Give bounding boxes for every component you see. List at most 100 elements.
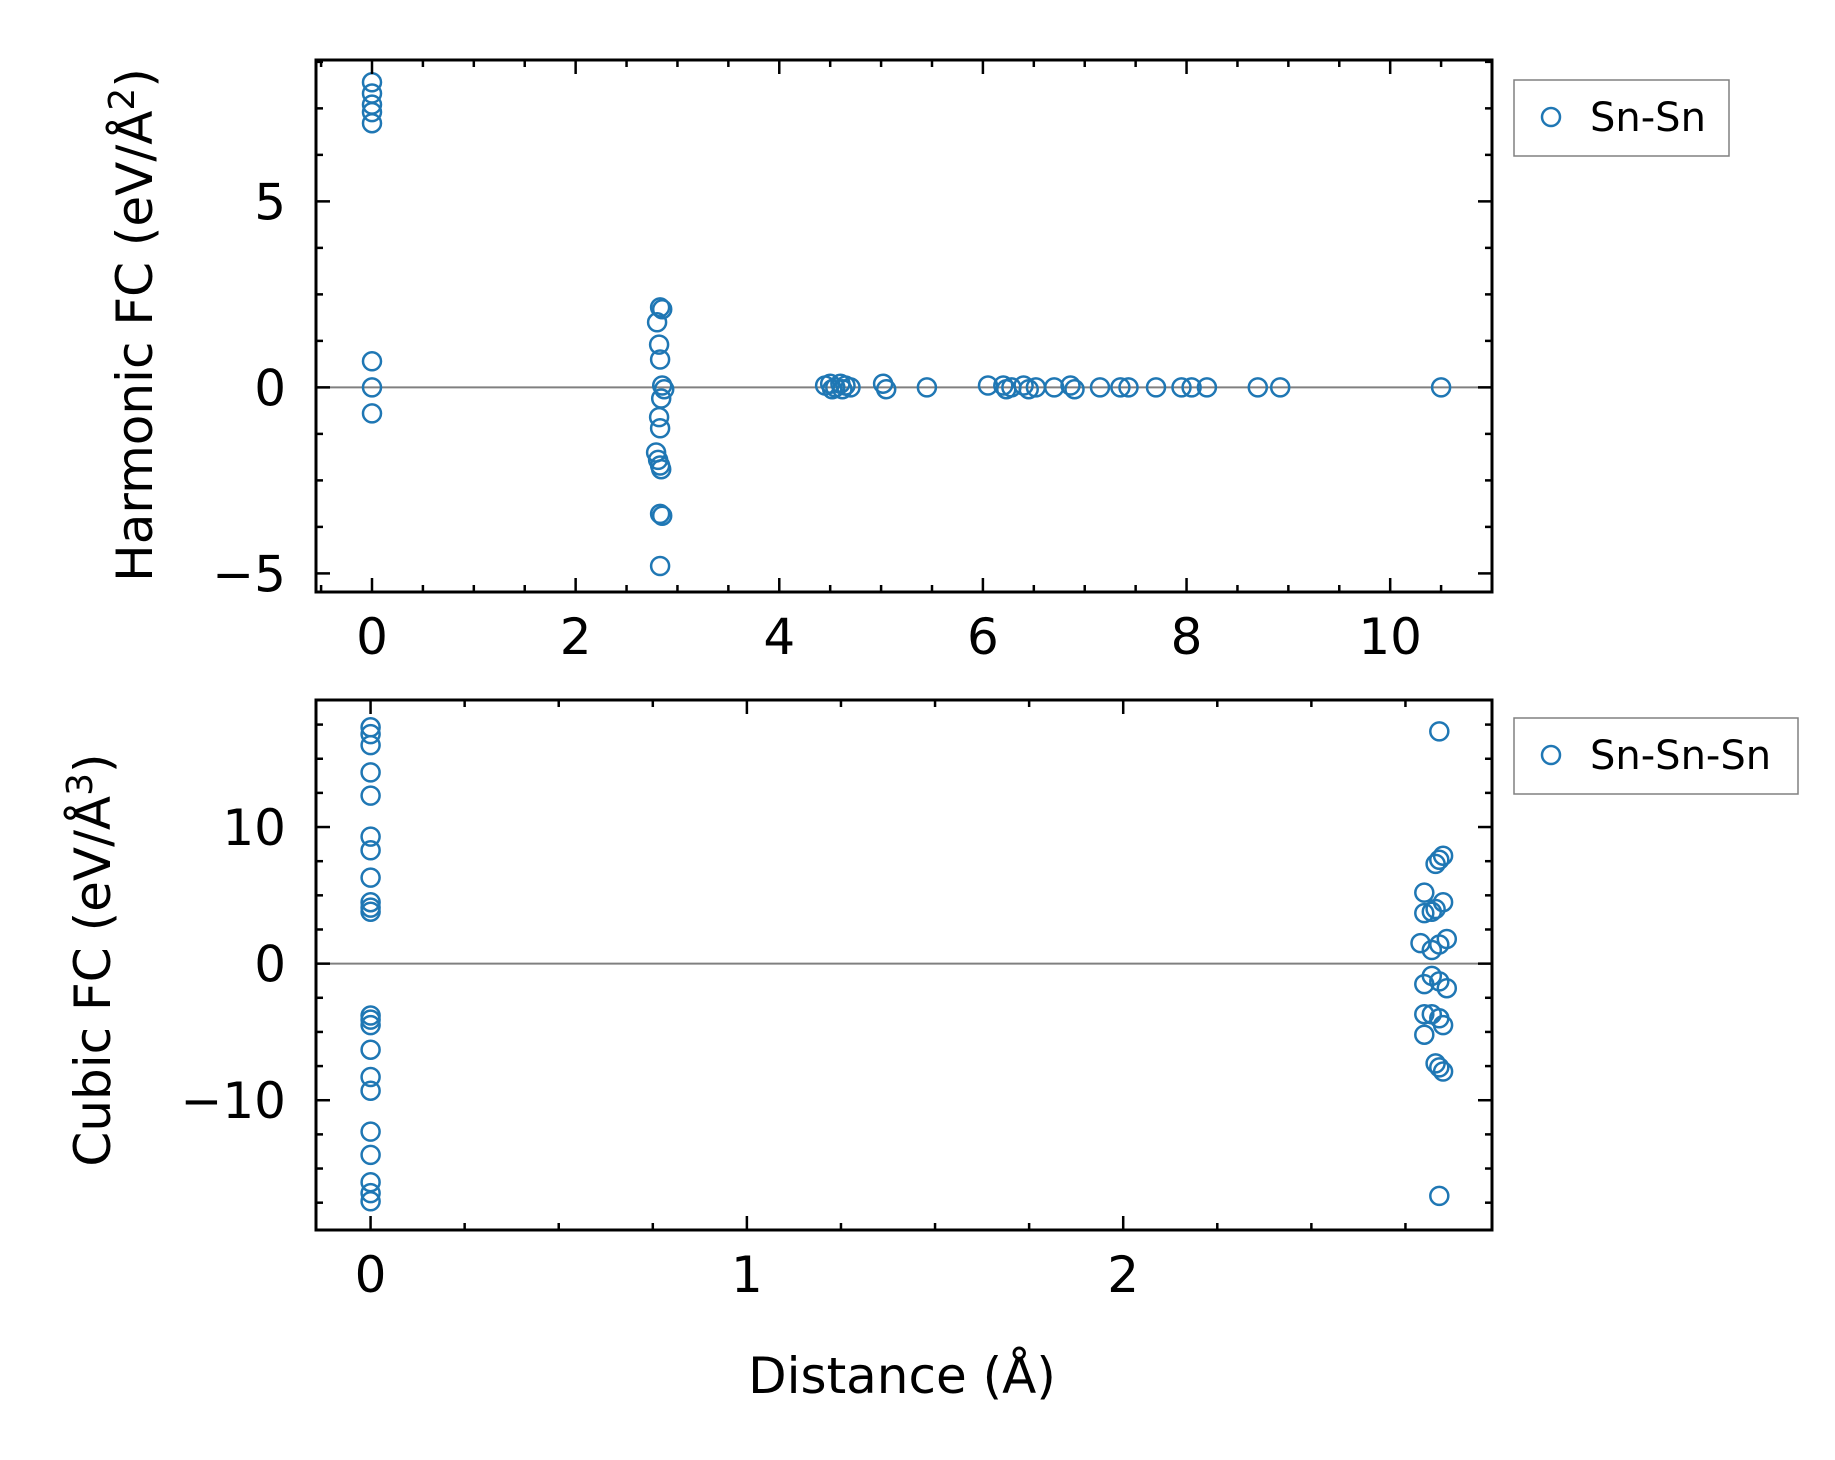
legend-box xyxy=(1513,717,1799,795)
data-point xyxy=(648,406,670,428)
data-point xyxy=(649,297,671,318)
data-point xyxy=(360,762,381,783)
legend-label: Sn-Sn-Sn xyxy=(1590,733,1771,779)
axis-ticks xyxy=(316,700,1492,1230)
data-point xyxy=(361,377,383,398)
data-point xyxy=(1196,377,1218,398)
data-point xyxy=(1436,977,1458,999)
y-tick-label: −10 xyxy=(180,1072,286,1130)
data-point xyxy=(993,375,1014,396)
data-point xyxy=(1429,721,1450,742)
x-tick-label: 4 xyxy=(763,608,795,666)
data-point xyxy=(650,458,672,480)
data-point xyxy=(1013,375,1034,396)
data-point xyxy=(1110,377,1131,398)
y-tick-label: 0 xyxy=(254,359,286,417)
data-point xyxy=(361,112,383,134)
data-point xyxy=(1247,377,1269,398)
data-point xyxy=(360,1080,381,1101)
data-point xyxy=(648,334,670,355)
data-point xyxy=(1436,928,1458,950)
data-point xyxy=(361,351,383,372)
data-point xyxy=(649,555,671,577)
y-tick-label: −5 xyxy=(212,545,286,603)
data-point xyxy=(875,378,897,400)
data-point xyxy=(360,867,381,888)
x-tick-label: 8 xyxy=(1171,608,1203,666)
data-point xyxy=(1432,1014,1454,1036)
data-point xyxy=(1269,377,1291,398)
x-tick-label: 0 xyxy=(355,1246,387,1304)
data-point xyxy=(1414,882,1435,903)
x-tick-label: 2 xyxy=(560,608,592,666)
data-points xyxy=(360,717,1458,1212)
data-point xyxy=(360,840,381,861)
data-point xyxy=(1432,845,1454,866)
data-point xyxy=(360,734,381,756)
cubic-fc-panel: 0 1 2 −10 0 10 Cubic FC (eV/Å3) Distance (Å)… xyxy=(60,698,1799,1405)
data-point xyxy=(651,299,673,320)
data-point xyxy=(1064,378,1085,400)
x-tick-label: 10 xyxy=(1358,608,1422,666)
data-point xyxy=(1171,377,1192,398)
data-point xyxy=(360,1014,381,1036)
data-point xyxy=(360,785,381,806)
data-point xyxy=(360,1009,381,1030)
y-axis-label: Harmonic FC (eV/Å2) xyxy=(102,68,164,582)
y-tick-labels: −10 0 10 xyxy=(180,799,286,1130)
data-point xyxy=(916,377,938,398)
data-point xyxy=(361,403,383,424)
x-axis-label: Distance (Å) xyxy=(748,1347,1056,1405)
y-tick-label: 0 xyxy=(254,936,286,994)
data-point xyxy=(1060,375,1081,396)
data-point xyxy=(360,891,381,913)
legend-label: Sn-Sn xyxy=(1590,95,1706,141)
data-point xyxy=(360,1039,381,1060)
x-tick-label: 6 xyxy=(967,608,999,666)
legend-marker xyxy=(1540,106,1562,128)
data-point xyxy=(646,312,668,333)
data-point xyxy=(649,418,671,439)
y-tick-label: 10 xyxy=(222,799,286,857)
legend-marker xyxy=(1540,744,1562,766)
data-point xyxy=(1414,1024,1435,1045)
y-tick-labels: −5 0 5 xyxy=(212,173,286,603)
data-points xyxy=(361,72,1452,577)
data-point xyxy=(360,723,381,745)
data-point xyxy=(649,349,671,370)
x-tick-labels: 0 1 2 xyxy=(355,1246,1139,1304)
data-point xyxy=(1432,1061,1454,1082)
data-point xyxy=(360,1066,381,1088)
data-point xyxy=(653,378,675,400)
data-point xyxy=(360,1121,381,1142)
data-point xyxy=(832,378,853,400)
data-point xyxy=(1429,1185,1450,1207)
data-point xyxy=(1043,377,1065,398)
axes-frame xyxy=(314,698,1494,1232)
data-point xyxy=(1089,377,1111,398)
x-tick-label: 1 xyxy=(731,1246,763,1304)
data-point xyxy=(360,826,381,847)
axis-ticks xyxy=(316,60,1494,592)
data-point xyxy=(651,505,673,526)
data-point xyxy=(1145,377,1167,398)
legend: Sn-Sn-Sn xyxy=(1513,717,1799,795)
data-point xyxy=(1429,1057,1450,1078)
axes-frame xyxy=(314,58,1494,594)
data-point xyxy=(1181,377,1202,398)
data-point xyxy=(1118,377,1139,398)
data-point xyxy=(649,503,671,525)
data-point xyxy=(360,1144,381,1166)
data-point xyxy=(840,377,861,398)
data-point xyxy=(360,901,381,922)
data-point xyxy=(1432,891,1454,913)
data-point xyxy=(360,1191,381,1212)
data-point xyxy=(1414,1003,1435,1025)
x-tick-label: 2 xyxy=(1107,1246,1139,1304)
data-point xyxy=(1430,377,1452,398)
x-tick-label: 0 xyxy=(356,608,388,666)
legend-box xyxy=(1513,79,1730,157)
x-tick-labels: 0 2 4 6 8 10 xyxy=(356,608,1422,666)
data-point xyxy=(1429,849,1450,871)
